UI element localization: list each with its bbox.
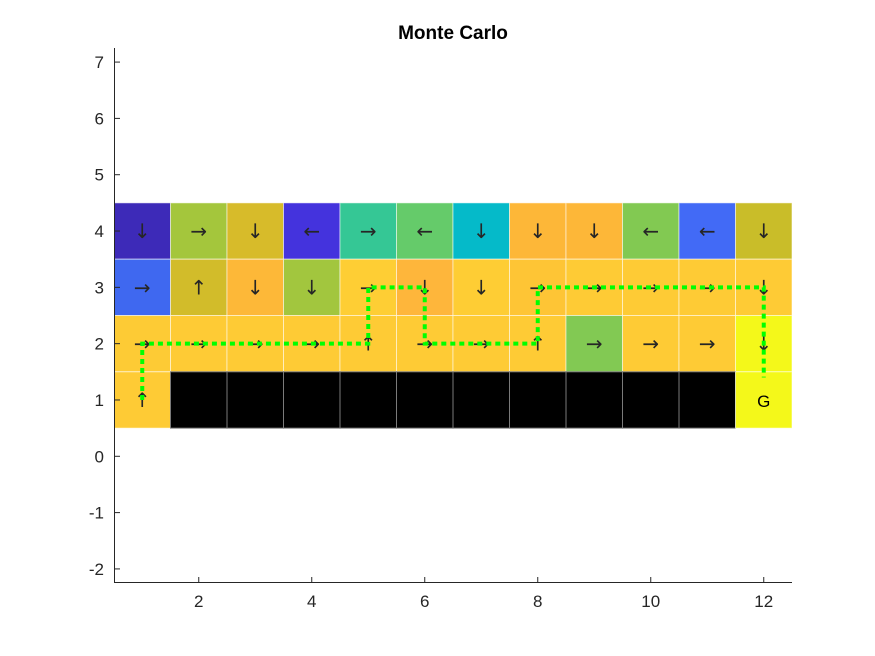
x-tick-label: 4 — [307, 592, 316, 611]
policy-arrow: → — [586, 332, 603, 356]
grid-cell — [396, 202, 454, 260]
y-tick-label: 7 — [95, 53, 104, 72]
grid-cell — [283, 371, 341, 429]
axes — [114, 48, 792, 583]
policy-arrow: ↓ — [303, 275, 320, 299]
y-tick-label: 1 — [95, 391, 104, 410]
x-tick-label: 12 — [754, 592, 773, 611]
policy-arrow: ↓ — [473, 275, 490, 299]
policy-arrow: → — [699, 275, 716, 299]
y-tick-label: 5 — [95, 166, 104, 185]
policy-arrow: → — [699, 332, 716, 356]
policy-arrow: ← — [303, 219, 320, 243]
x-tick-label: 2 — [194, 592, 203, 611]
grid-cell — [170, 371, 228, 429]
grid-cell — [226, 371, 284, 429]
policy-arrow: → — [134, 275, 151, 299]
y-tick-label: 3 — [95, 278, 104, 297]
y-tick-label: 2 — [95, 335, 104, 354]
grid-cell — [735, 202, 793, 260]
grid-cell — [622, 202, 680, 260]
grid-cell — [452, 371, 510, 429]
grid-cell — [678, 371, 736, 429]
policy-arrow: ↓ — [134, 219, 151, 243]
y-tick-label: 4 — [95, 222, 104, 241]
policy-arrow: ↓ — [247, 275, 264, 299]
policy-arrow: ← — [642, 219, 659, 243]
policy-arrow: ← — [416, 219, 433, 243]
grid-cells — [113, 202, 793, 429]
policy-arrow: ↓ — [529, 219, 546, 243]
policy-arrow: → — [529, 275, 546, 299]
policy-arrow: ↑ — [529, 332, 546, 356]
grid-cell — [339, 371, 397, 429]
chart-title: Monte Carlo — [398, 23, 508, 44]
y-tick-label: -2 — [89, 560, 104, 579]
y-tick-label: 0 — [95, 447, 104, 466]
grid-cell — [113, 202, 171, 260]
policy-arrow: ↓ — [755, 219, 772, 243]
policy-arrow: ↓ — [247, 219, 264, 243]
grid-cell — [283, 258, 341, 316]
policy-arrow: → — [360, 219, 377, 243]
y-tick-label: -1 — [89, 504, 104, 523]
grid-cell — [509, 371, 567, 429]
x-ticks: 2 4 6 8 10 12 — [194, 577, 773, 611]
policy-arrow: ↓ — [586, 219, 603, 243]
grid-cell — [170, 258, 228, 316]
policy-arrow: ↓ — [473, 219, 490, 243]
policy-arrow: → — [247, 332, 264, 356]
grid-cell — [396, 371, 454, 429]
trajectory-path — [140, 285, 766, 400]
grid-cell — [452, 258, 510, 316]
policy-arrow: → — [360, 275, 377, 299]
grid-cell — [735, 371, 793, 429]
grid-cell — [170, 202, 228, 260]
policy-arrow: ↑ — [190, 275, 207, 299]
grid-cell — [509, 202, 567, 260]
grid-cell — [622, 371, 680, 429]
x-tick-label: 6 — [420, 592, 429, 611]
y-ticks: -2 -1 0 1 2 3 4 5 6 7 — [89, 53, 120, 579]
grid-cell — [226, 202, 284, 260]
policy-arrow: → — [642, 332, 659, 356]
policy-arrow: ↓ — [416, 275, 433, 299]
grid-cell — [678, 258, 736, 316]
x-tick-label: 8 — [533, 592, 542, 611]
x-tick-label: 10 — [641, 592, 660, 611]
grid-cell — [226, 315, 284, 373]
grid-cell — [565, 371, 623, 429]
goal-label: G — [757, 392, 770, 411]
grid-cell — [396, 258, 454, 316]
policy-arrow: ← — [699, 219, 716, 243]
policy-arrow: → — [190, 219, 207, 243]
y-tick-label: 6 — [95, 109, 104, 128]
